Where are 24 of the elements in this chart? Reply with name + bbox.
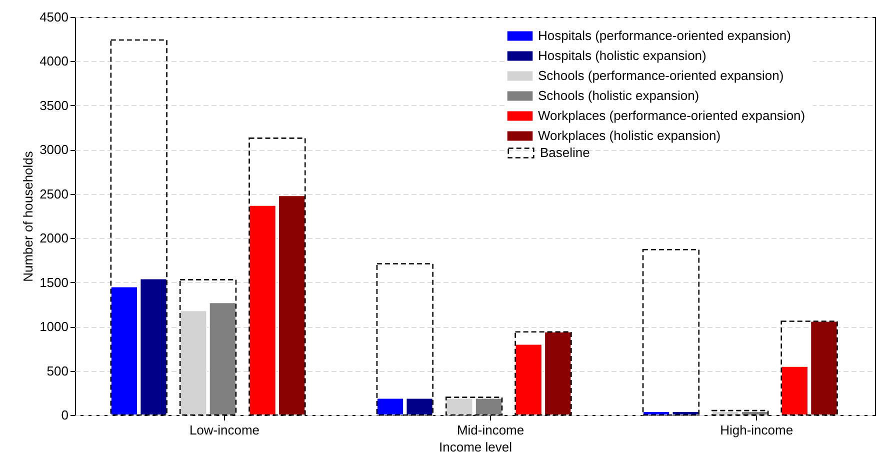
bar [474, 398, 503, 416]
x-axis-title: Income level [439, 440, 512, 454]
legend-label: Schools (holistic expansion) [538, 88, 700, 103]
x-tick-label: Low-income [189, 422, 260, 438]
bar [208, 302, 236, 416]
x-tick-label: Mid-income [456, 422, 524, 438]
y-tick-label: 500 [46, 363, 68, 378]
x-tick-label: High-income [720, 422, 794, 438]
y-tick-label: 3000 [40, 142, 68, 158]
y-tick-label: 2500 [40, 186, 68, 202]
legend-label: Hospitals (performance-oriented expansion) [538, 28, 791, 43]
y-tick-label: 4500 [40, 10, 68, 24]
y-tick-label: 2000 [40, 230, 68, 246]
legend-label: Hospitals (holistic expansion) [538, 48, 706, 63]
y-tick-label: 4000 [40, 54, 68, 69]
legend-label: Baseline [540, 145, 590, 160]
y-axis-title: Number of households [20, 150, 36, 282]
y-tick-label: 0 [61, 408, 68, 422]
y-tick-label: 1000 [40, 319, 68, 334]
legend-label: Workplaces (holistic expansion) [538, 128, 721, 143]
legend-label: Schools (performance-oriented expansion) [538, 68, 784, 83]
y-tick-label: 1500 [40, 274, 68, 290]
y-tick-label: 3500 [40, 98, 68, 113]
legend-label: Workplaces (performance-oriented expansion) [538, 108, 806, 123]
